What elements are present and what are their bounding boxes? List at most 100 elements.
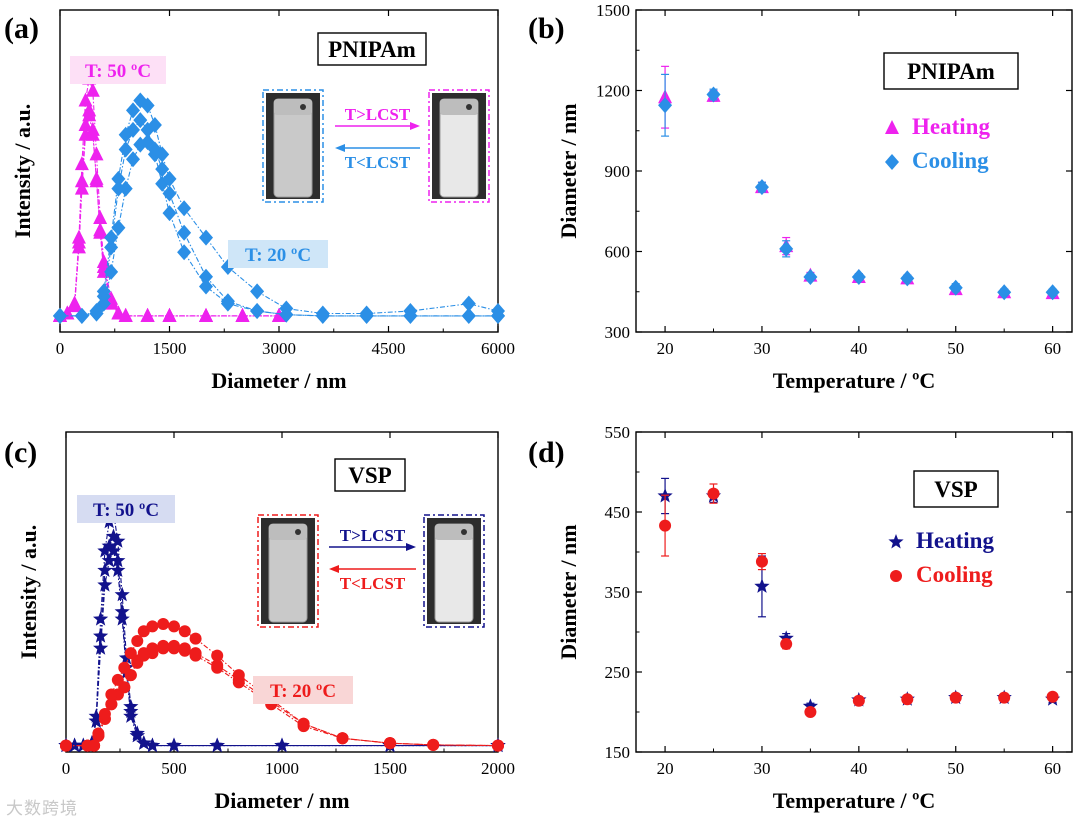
data-point — [74, 307, 89, 324]
data-point — [168, 639, 180, 652]
vial-right — [423, 514, 485, 628]
x-tick-label: 30 — [753, 339, 770, 358]
data-point — [93, 611, 109, 626]
vial-dot — [461, 529, 467, 535]
box-label: VSP — [934, 477, 977, 502]
data-point — [105, 528, 122, 543]
data-point — [998, 691, 1011, 704]
data-point — [123, 698, 139, 714]
panel-a: (a) 0 1500 3000 4500 6000 Diameter / nm Intensi… — [4, 9, 515, 393]
data-point — [707, 487, 720, 500]
y-axis-label: Intensity / a.u. — [10, 104, 35, 238]
data-point — [60, 739, 72, 752]
data-point — [53, 307, 67, 324]
x-axis-label: Diameter / nm — [211, 368, 346, 393]
panel-b: (b) 20 30 40 50 60 Temperature / ºC Diameter / … — [528, 1, 1073, 393]
data-point — [85, 82, 100, 97]
temp-tag: T: 50 ºC — [93, 500, 159, 521]
data-point — [78, 92, 93, 107]
legend-marker — [890, 570, 902, 582]
data-point — [140, 307, 155, 322]
data-point — [779, 240, 794, 257]
data-point — [274, 737, 290, 753]
data-point — [118, 307, 133, 322]
data-point — [997, 284, 1012, 301]
data-point — [89, 170, 104, 185]
data-point — [111, 180, 126, 197]
data-point — [82, 107, 97, 122]
data-point — [105, 688, 118, 701]
data-point — [114, 586, 130, 602]
box-label: VSP — [348, 463, 391, 488]
data-point — [900, 270, 915, 287]
data-point — [403, 303, 418, 320]
legend-label: Heating — [912, 114, 990, 139]
data-point — [235, 307, 250, 322]
data-point — [461, 295, 476, 312]
y-tick-label: 300 — [605, 323, 631, 342]
data-point — [104, 229, 119, 246]
data-point — [232, 669, 245, 682]
data-point — [114, 603, 130, 619]
data-point — [851, 268, 866, 285]
data-point — [279, 300, 294, 317]
legend-marker — [885, 154, 899, 170]
data-point — [146, 620, 159, 633]
vial-right — [428, 89, 490, 203]
y-tick-label: 350 — [605, 583, 631, 602]
data-point — [297, 717, 310, 730]
vial-cap — [435, 524, 473, 540]
data-point — [71, 239, 86, 254]
legend-label: Cooling — [912, 148, 989, 173]
x-tick-label: 60 — [1044, 759, 1061, 778]
arrow-left-head — [329, 565, 339, 573]
data-point — [209, 737, 225, 753]
data-point — [948, 279, 963, 296]
data-point — [778, 630, 794, 645]
arrow-left-head — [335, 144, 345, 152]
data-point — [144, 737, 160, 753]
data-point — [804, 706, 817, 718]
data-point — [104, 239, 119, 256]
data-point — [755, 555, 768, 568]
box-label: PNIPAm — [328, 37, 416, 62]
data-point — [98, 707, 111, 720]
data-point — [93, 222, 108, 237]
series-line — [60, 141, 498, 317]
data-point — [1046, 690, 1059, 703]
data-point — [88, 739, 101, 752]
temp-tag-bg — [77, 495, 175, 523]
data-point — [199, 307, 213, 322]
legend-label: Heating — [916, 528, 994, 553]
data-point — [491, 303, 505, 320]
data-point — [101, 552, 117, 568]
data-point — [96, 283, 111, 300]
data-point — [803, 268, 818, 285]
legend-label: Cooling — [916, 562, 993, 587]
vial-frame — [257, 514, 319, 628]
arrow-label-down: T<LCST — [345, 153, 411, 172]
data-point — [359, 305, 374, 322]
panel-label: (c) — [4, 436, 37, 469]
data-point — [111, 673, 124, 686]
y-tick-label: 150 — [605, 743, 631, 762]
data-point — [178, 625, 191, 638]
x-tick-label: 40 — [850, 339, 867, 358]
data-point — [155, 146, 170, 163]
data-point — [111, 170, 126, 187]
vial-left — [262, 89, 324, 203]
legend-marker — [885, 120, 899, 134]
temp-tag-bg — [253, 676, 353, 704]
panel-c: (c) 0 500 1000 1500 2000 Diameter / nm Intensit… — [4, 431, 515, 813]
data-point — [155, 161, 170, 178]
data-point — [461, 307, 476, 324]
data-point — [85, 126, 100, 141]
data-point — [162, 205, 177, 222]
y-axis-label: Diameter / nm — [556, 524, 581, 659]
data-point — [123, 708, 139, 723]
data-point — [74, 173, 89, 188]
data-point — [71, 229, 86, 244]
y-tick-label: 600 — [605, 243, 631, 262]
series-line — [60, 99, 499, 317]
data-point — [157, 639, 170, 652]
